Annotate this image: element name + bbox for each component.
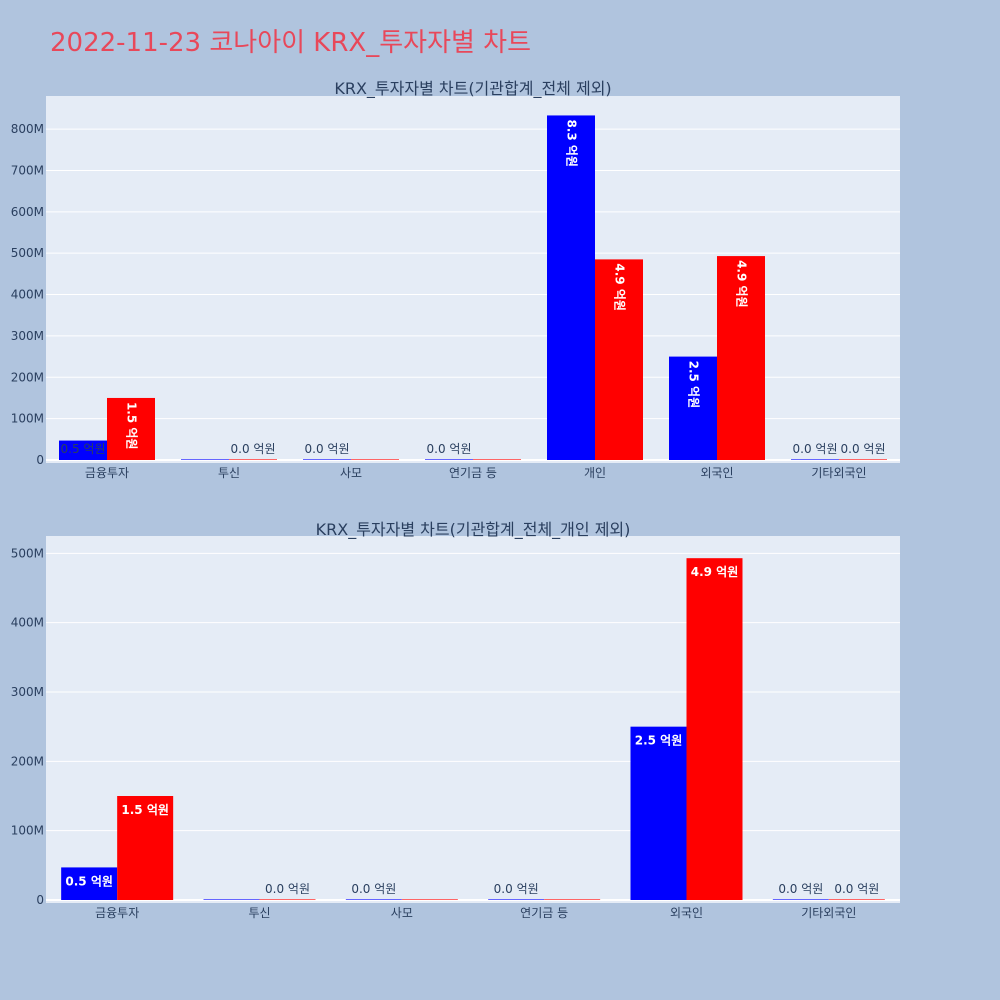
chart1-bar-sell	[229, 459, 277, 460]
chart2-ytick-label: 400M	[11, 616, 44, 630]
chart2-ytick-label: 0	[36, 893, 44, 907]
chart1-bar-sell	[717, 256, 765, 460]
chart2-data-label: 0.0 억원	[265, 882, 310, 896]
chart2-bar-sell	[686, 558, 743, 900]
chart1-data-label: 8.3 억원	[565, 119, 579, 167]
chart1-data-label: 0.0 억원	[231, 442, 276, 456]
chart1-xtick-label: 사모	[340, 466, 362, 480]
chart1-bar-buy	[791, 459, 839, 460]
chart1-xtick-label: 투신	[218, 466, 240, 480]
chart2-bar-sell	[259, 899, 316, 900]
chart1-bar-buy	[303, 459, 351, 460]
chart1-data-label: 0.0 억원	[305, 442, 350, 456]
page-title: 2022-11-23 코나아이 KRX_투자자별 차트	[50, 28, 532, 58]
chart1-data-label: 1.5 억원	[125, 402, 139, 450]
chart1-ytick-label: 600M	[11, 205, 44, 219]
chart2-xtick-label: 금융투자	[95, 906, 139, 920]
chart2-plot-area	[46, 536, 900, 903]
chart1-data-label: 0.0 억원	[427, 442, 472, 456]
chart2-bar-sell	[544, 899, 601, 900]
chart1-data-label: 2.5 억원	[687, 361, 701, 409]
chart2-bar-buy	[345, 899, 402, 900]
chart1-data-label: 0.5 억원	[61, 442, 106, 456]
chart1-ytick-label: 0	[36, 453, 44, 467]
chart2-bar-buy	[203, 899, 260, 900]
chart1-plot-area	[46, 96, 900, 463]
chart1-bar-sell	[107, 397, 155, 460]
chart2-bar-sell	[828, 899, 885, 900]
chart2-ytick-label: 100M	[11, 824, 44, 838]
chart2-ytick-label: 200M	[11, 754, 44, 768]
chart1-bar-buy	[425, 459, 473, 460]
chart1-ytick-label: 400M	[11, 288, 44, 302]
chart2-data-label: 2.5 억원	[635, 734, 683, 748]
chart1-xtick-label: 외국인	[700, 466, 733, 480]
chart2-xtick-label: 사모	[391, 906, 413, 920]
chart1-ytick-label: 100M	[11, 412, 44, 426]
chart1-bar-buy	[181, 459, 229, 460]
chart2-data-label: 0.0 억원	[494, 882, 539, 896]
chart1-xtick-label: 기타외국인	[811, 466, 866, 480]
chart1-title: KRX_투자자별 차트(기관합계_전체 제외)	[334, 79, 611, 99]
chart1-xtick-label: 연기금 등	[449, 466, 497, 480]
chart2-bar-buy	[61, 867, 118, 900]
chart1-ytick-label: 200M	[11, 370, 44, 384]
chart2-xtick-label: 연기금 등	[520, 906, 568, 920]
chart1-bar-sell	[839, 459, 887, 460]
chart2-ytick-label: 300M	[11, 685, 44, 699]
chart2-bar-buy	[630, 726, 687, 900]
chart1-bar-sell	[595, 259, 643, 460]
chart1-xtick-label: 개인	[584, 466, 606, 480]
chart2-bar-sell	[117, 796, 174, 900]
chart2-title: KRX_투자자별 차트(기관합계_전체_개인 제외)	[316, 520, 631, 540]
chart1-bar-sell	[351, 459, 399, 460]
chart2-xtick-label: 투신	[248, 906, 270, 920]
chart1-data-label: 0.0 억원	[793, 442, 838, 456]
chart2-bar-buy	[772, 899, 829, 900]
chart1-ytick-label: 500M	[11, 246, 44, 260]
chart2-data-label: 0.0 억원	[834, 882, 879, 896]
chart2-data-label: 0.5 억원	[65, 874, 113, 888]
chart1-bar-sell	[473, 459, 521, 460]
chart1-ytick-label: 800M	[11, 122, 44, 136]
chart1-bar-buy	[669, 356, 717, 460]
chart2-xtick-label: 기타외국인	[801, 906, 856, 920]
chart2-bar-buy	[488, 899, 545, 900]
chart2-bar-sell	[401, 899, 458, 900]
chart1-data-label: 4.9 억원	[735, 260, 749, 308]
chart1-bar-buy	[547, 115, 595, 460]
chart2-data-label: 4.9 억원	[691, 565, 739, 579]
chart1-ytick-label: 700M	[11, 163, 44, 177]
chart1-ytick-label: 300M	[11, 329, 44, 343]
chart1-xtick-label: 금융투자	[85, 466, 129, 480]
chart1-data-label: 0.0 억원	[841, 442, 886, 456]
chart1-data-label: 4.9 억원	[613, 263, 627, 311]
chart2-data-label: 0.0 억원	[351, 882, 396, 896]
chart2-data-label: 1.5 억원	[121, 803, 169, 817]
chart2-xtick-label: 외국인	[670, 906, 703, 920]
chart2-ytick-label: 500M	[11, 546, 44, 560]
chart1-bar-buy	[59, 440, 107, 460]
chart2-data-label: 0.0 억원	[778, 882, 823, 896]
